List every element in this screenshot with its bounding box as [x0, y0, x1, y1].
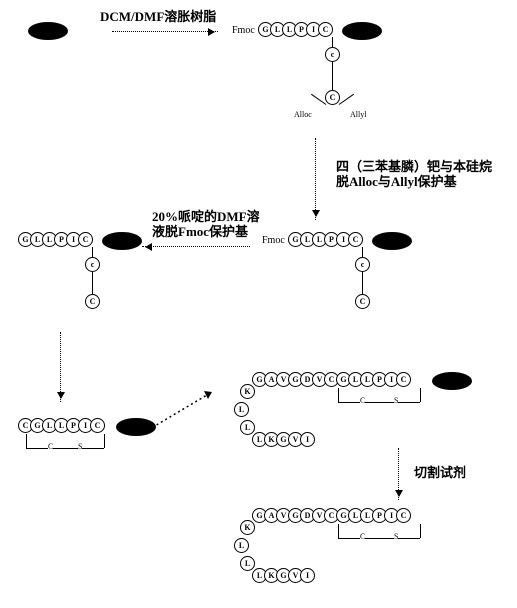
cs9-s: S [394, 396, 398, 405]
peptide-chain-11-bot: LKGVI [252, 568, 312, 583]
sc3-c: C [355, 294, 370, 309]
residue-bead: C [348, 232, 363, 247]
fmoc-label-2: Fmoc [262, 235, 285, 247]
alloc-label: Alloc [294, 110, 312, 119]
step4-arrow [142, 246, 250, 247]
cs11-c: C [360, 532, 365, 541]
sc3-stub: c [355, 257, 370, 272]
resin-blob-9 [432, 372, 472, 390]
residue-bead: C [396, 372, 411, 387]
step1-arrow [112, 31, 218, 32]
sc1-stub-letter: c [331, 50, 335, 59]
sc5-v1 [92, 247, 93, 257]
step2-label: 四（三苯基膦）钯与本硅烷 脱Alloc与Allyl保护基 [336, 160, 492, 190]
residue-bead: K [240, 520, 255, 535]
cs7-s: S [78, 442, 82, 451]
residue-bead: C [396, 508, 411, 523]
step4-label: 20%哌啶的DMF溶 液脱Fmoc保护基 [152, 210, 260, 240]
residue-bead: L [234, 402, 249, 417]
sc5-v2 [92, 272, 93, 294]
step4-label-l2: 液脱Fmoc保护基 [152, 224, 248, 239]
step2-arrow [315, 138, 316, 220]
residue-bead: C [78, 232, 93, 247]
step6-arrow [60, 332, 61, 402]
peptide-chain-9-top: GAVGDVCGLLPIC [252, 372, 408, 387]
residue-bead: L [234, 538, 249, 553]
residue-bead: K [240, 384, 255, 399]
resin-blob-1 [342, 22, 382, 40]
residue-bead: I [300, 432, 315, 447]
sc1-h-r [339, 94, 354, 105]
resin-blob-3 [372, 232, 412, 250]
peptide-chain-5: GLLPIC [18, 232, 90, 247]
sc1-v2 [332, 62, 333, 90]
step2-label-l2: 脱Alloc与Allyl保护基 [336, 174, 457, 189]
cs7-c: C [48, 442, 53, 451]
sc1-v1 [332, 37, 333, 47]
step4-label-l1: 20%哌啶的DMF溶 [152, 209, 260, 224]
cs11-s: S [394, 532, 398, 541]
sc1-stub-bead: c [325, 47, 340, 62]
resin-blob-5 [102, 232, 142, 250]
peptide-chain-1: GLLPIC [258, 22, 330, 37]
peptide-chain-7: CGLLPIC [18, 418, 102, 433]
step1-label: DCM/DMF溶胀树脂 [100, 10, 216, 25]
sc3-stub-letter: c [361, 260, 365, 269]
residue-bead: C [90, 418, 105, 433]
cs9-c: C [360, 396, 365, 405]
fmoc-label-1: Fmoc [232, 25, 255, 37]
peptide-chain-11-top: GAVGDVCGLLPIC [252, 508, 408, 523]
peptide-chain-3: GLLPIC [288, 232, 360, 247]
sc5-c: C [85, 294, 100, 309]
peptide-chain-9-bot: LKGVI [252, 432, 312, 447]
sc1-c-bead: C [325, 90, 340, 105]
residue-bead: I [300, 568, 315, 583]
diag-arrow-svg [148, 386, 222, 434]
sc5-stub-letter: c [91, 260, 95, 269]
sc3-v2 [362, 272, 363, 294]
allyl-label: Allyl [350, 110, 366, 119]
residue-bead: C [318, 22, 333, 37]
resin-start-blob [28, 22, 68, 40]
step10-label: 切割试剂 [414, 466, 466, 481]
step10-arrow [398, 448, 399, 500]
sc1-h-l [311, 94, 326, 105]
step2-label-l1: 四（三苯基膦）钯与本硅烷 [336, 159, 492, 174]
sc3-v1 [362, 247, 363, 257]
sc5-stub: c [85, 257, 100, 272]
